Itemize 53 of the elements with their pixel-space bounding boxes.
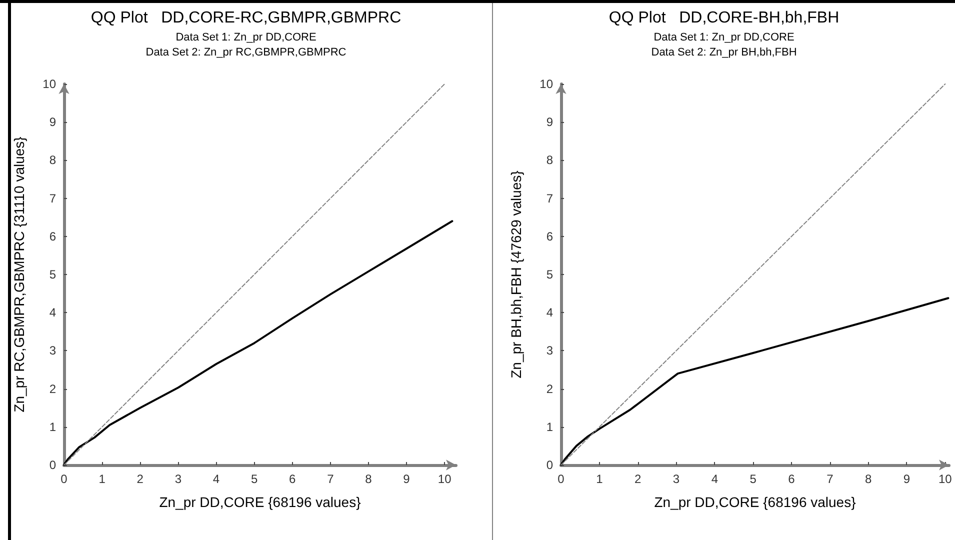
y-tick-label: 4 bbox=[546, 306, 554, 320]
y-tick-label: 2 bbox=[49, 382, 56, 396]
x-tick-label: 9 bbox=[403, 472, 410, 486]
y-tick-label: 0 bbox=[546, 458, 554, 472]
x-tick-label: 2 bbox=[634, 472, 642, 486]
x-tick-label: 10 bbox=[938, 472, 952, 486]
x-tick-label: 8 bbox=[365, 472, 372, 486]
x-tick-label: 7 bbox=[327, 472, 334, 486]
x-tick-label: 5 bbox=[750, 472, 757, 486]
line-series bbox=[63, 220, 454, 466]
y-tick-label: 1 bbox=[49, 420, 56, 434]
y-tick-label: 1 bbox=[546, 420, 554, 434]
y-tick-label: 6 bbox=[49, 229, 56, 244]
x-axis-title: Zn_pr DD,CORE {68196 values} bbox=[654, 494, 856, 510]
y-tick-label: 0 bbox=[49, 458, 56, 472]
y-tick-label: 8 bbox=[546, 153, 554, 168]
x-tick-label: 1 bbox=[98, 472, 106, 486]
y-tick-label: 2 bbox=[546, 382, 554, 396]
y-tick-label: 5 bbox=[546, 268, 554, 282]
x-tick-label: 1 bbox=[596, 472, 604, 486]
y-tick-label: 10 bbox=[540, 77, 554, 91]
y-tick-label: 7 bbox=[546, 191, 554, 206]
x-tick-label: 4 bbox=[711, 472, 718, 486]
y-tick-label: 5 bbox=[49, 268, 56, 282]
x-tick-label: 6 bbox=[788, 472, 796, 486]
chart-title: QQ Plot DD,CORE-RC,GBMPR,GBMPRC bbox=[90, 10, 402, 26]
y-tick-label: 3 bbox=[546, 344, 554, 358]
y-axis-title: Zn_pr RC,GBMPR,GBMPRC {31110 values} bbox=[11, 136, 27, 412]
x-tick-label: 0 bbox=[558, 472, 565, 486]
y-tick-label: 8 bbox=[49, 153, 56, 168]
x-tick-label: 3 bbox=[672, 472, 680, 486]
x-tick-label: 10 bbox=[438, 472, 452, 486]
y-tick-label: 6 bbox=[546, 229, 554, 244]
chart-title: QQ Plot DD,CORE-BH,bh,FBH bbox=[608, 10, 840, 26]
x-tick-label: 8 bbox=[864, 472, 872, 486]
x-tick-label: 7 bbox=[826, 472, 834, 486]
x-tick-label: 6 bbox=[289, 472, 296, 486]
x-tick-label: 3 bbox=[174, 472, 182, 486]
x-tick-label: 2 bbox=[136, 472, 144, 486]
x-tick-label: 0 bbox=[60, 472, 68, 486]
y-tick-label: 10 bbox=[42, 77, 56, 91]
y-tick-label: 4 bbox=[49, 306, 56, 320]
y-tick-label: 9 bbox=[49, 115, 56, 130]
x-tick-label: 9 bbox=[903, 472, 910, 486]
y-tick-label: 3 bbox=[49, 344, 56, 358]
chart-subtitle: Data Set 1: Zn_pr DD,CORE Data Set 2: Zn_pr BH,bh,FBH bbox=[651, 32, 797, 58]
x-tick-label: 5 bbox=[250, 472, 258, 486]
y-tick-label: 9 bbox=[546, 115, 554, 130]
y-tick-label: 7 bbox=[49, 191, 56, 206]
chart-subtitle: Data Set 1: Zn_pr DD,CORE Data Set 2: Zn_pr RC,GBMPR,GBMPRC bbox=[146, 32, 346, 58]
x-axis-title: Zn_pr DD,CORE {68196 values} bbox=[159, 494, 362, 510]
y-axis-title: Zn_pr BH,bh,FBH {47629 values} bbox=[508, 170, 524, 378]
x-tick-label: 4 bbox=[212, 472, 220, 486]
